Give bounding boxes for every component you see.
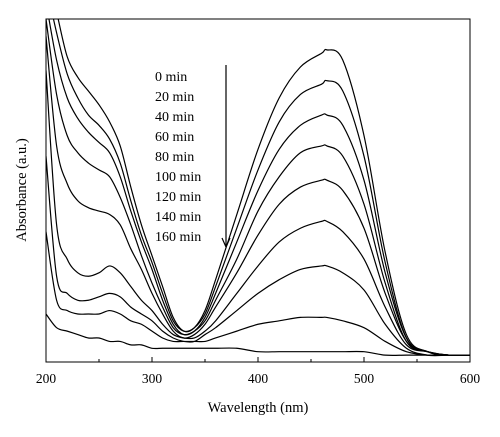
series-line-8 <box>46 313 470 356</box>
x-axis-ticks: 200 300 400 500 600 <box>36 357 481 386</box>
series-line-1 <box>52 19 470 356</box>
legend-arrow-down-icon <box>221 237 231 249</box>
series-line-5 <box>46 70 470 356</box>
x-tick-label-2: 400 <box>248 371 269 386</box>
x-tick-label-3: 500 <box>354 371 375 386</box>
legend-label-4: 80 min <box>155 150 194 165</box>
legend-label-3: 60 min <box>155 130 194 145</box>
legend-label-5: 100 min <box>155 170 201 185</box>
legend-label-1: 20 min <box>155 90 194 105</box>
x-tick-label-0: 200 <box>36 371 57 386</box>
legend-label-6: 120 min <box>155 190 201 205</box>
series-line-7 <box>46 231 470 356</box>
series-line-2 <box>48 19 470 356</box>
legend-label-0: 0 min <box>155 70 187 85</box>
x-axis-title: Wavelength (nm) <box>208 400 309 416</box>
legend-label-2: 40 min <box>155 110 194 125</box>
legend-label-8: 160 min <box>155 230 201 245</box>
series-line-6 <box>46 156 470 357</box>
series-line-3 <box>46 19 470 356</box>
legend-label-7: 140 min <box>155 210 201 225</box>
curves-group <box>46 19 470 357</box>
series-line-0 <box>57 19 470 356</box>
x-tick-label-1: 300 <box>142 371 163 386</box>
series-line-4 <box>46 36 470 356</box>
y-axis-title: Absorbance (a.u.) <box>14 138 30 242</box>
x-tick-label-4: 600 <box>460 371 481 386</box>
legend: 0 min 20 min 40 min 60 min 80 min 100 min 120 … <box>155 65 231 249</box>
